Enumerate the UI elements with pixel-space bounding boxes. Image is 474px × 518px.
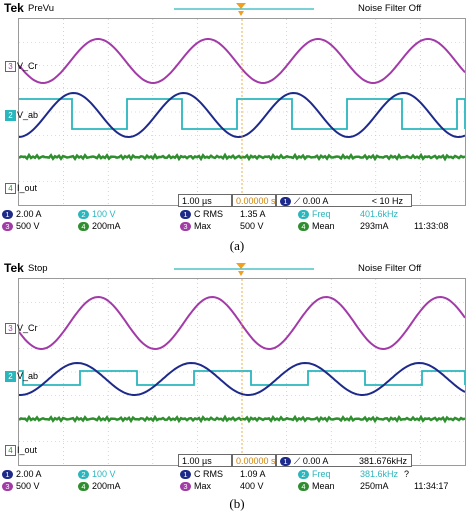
measurement-3: 3 Max [180,221,211,232]
noise-filter-status: Noise Filter Off [358,3,422,14]
measurement-2-value: 381.6kHz [360,469,399,479]
noise-filter-status: Noise Filter Off [358,263,422,274]
measurement-2: 2 Freq [298,209,331,220]
ch1-scale[interactable]: 1 2.00 A [2,209,42,220]
i-out-waveform [19,152,465,162]
ch2-label: 2 V_ab [5,110,38,121]
measurement-4-value: 293mA [360,221,389,231]
timebase-scale[interactable]: 1.00 µs [178,454,232,467]
trigger-slope-icon: ⟋ [294,456,301,466]
measurement-4-value: 250mA [360,481,389,491]
horizontal-position[interactable]: 0.00000 s [232,454,276,467]
trigger-readout[interactable]: 1 ⟋ 0.00 A < 10 Hz [276,194,412,207]
top-bar: Tek PreVu Noise Filter Off [0,0,474,18]
trigger-position-marker-icon [174,3,314,16]
ch3-scale[interactable]: 3 500 V [2,481,40,492]
waveform-display: 3 V_Cr 2 V_ab 4 I_out [5,278,466,466]
ch4-scale[interactable]: 4 200mA [78,221,121,232]
measurement-2-value: 401.6kHz [360,209,399,219]
measurement-1-value: 1.35 A [240,209,266,219]
waveform-display: 3 V_Cr 2 V_ab 4 I_out [5,18,466,206]
acquisition-mode: PreVu [28,3,55,14]
ch2-scale[interactable]: 2 100 V [78,469,116,480]
ch4-scale[interactable]: 4 200mA [78,481,121,492]
top-bar: Tek Stop Noise Filter Off [0,260,474,278]
ch4-label: 4 I_out [5,183,37,194]
measurement-2-flag: ? [404,469,410,479]
measurement-4: 4 Mean [298,221,335,232]
figure-caption-a: (a) [229,238,245,253]
trigger-frequency: 381.676kHz [358,456,407,466]
horizontal-position[interactable]: 0.00000 s [232,194,276,207]
timebase-scale[interactable]: 1.00 µs [178,194,232,207]
trigger-slope-icon: ⟋ [294,196,301,206]
ch3-label: 3 V_Cr [5,323,38,334]
v-ab-waveform [19,98,465,130]
waveform-plot [19,279,465,465]
scope-panel-a: Tek PreVu Noise Filter Off 3 V_Cr 2 V_ab 4… [0,0,474,253]
measurement-4: 4 Mean [298,481,335,492]
ch2-label: 2 V_ab [5,371,38,382]
current-waveform [19,361,465,396]
waveform-plot [19,19,465,205]
acquisition-mode: Stop [28,263,48,274]
trigger-frequency: < 10 Hz [371,196,403,206]
ch4-label: 4 I_out [5,445,37,456]
measurement-2: 2 Freq [298,469,331,480]
brand-logo: Tek [4,1,24,15]
measurement-3-value: 400 V [240,481,264,491]
clock: 11:34:17 [414,481,449,491]
ch1-scale[interactable]: 1 2.00 A [2,469,42,480]
figure-caption-b: (b) [229,496,245,511]
ch3-label: 3 V_Cr [5,61,38,72]
ch3-scale[interactable]: 3 500 V [2,221,40,232]
measurement-3-value: 500 V [240,221,264,231]
trigger-position-marker-icon [174,263,314,276]
clock: 11:33:08 [414,221,449,231]
v-ab-waveform [19,370,465,386]
trigger-readout[interactable]: 1 ⟋ 0.00 A 381.676kHz [276,454,412,467]
measurement-1-value: 1.09 A [240,469,266,479]
brand-logo: Tek [4,261,24,275]
measurement-3: 3 Max [180,481,211,492]
ch2-scale[interactable]: 2 100 V [78,209,116,220]
